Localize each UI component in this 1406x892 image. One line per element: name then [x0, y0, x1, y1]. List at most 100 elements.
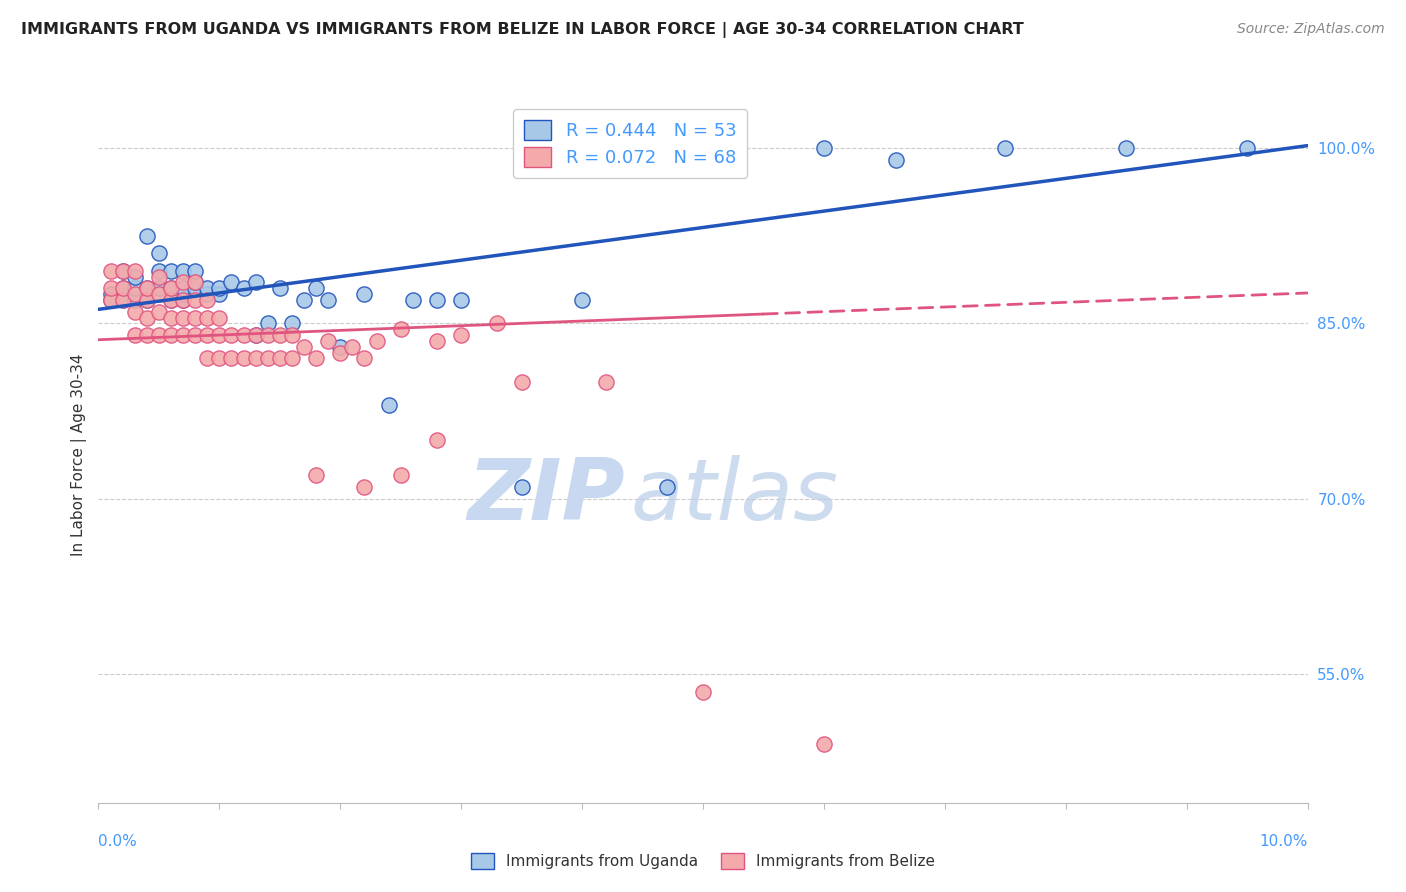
Legend: R = 0.444   N = 53, R = 0.072   N = 68: R = 0.444 N = 53, R = 0.072 N = 68	[513, 109, 748, 178]
Point	[135, 281, 157, 295]
Point	[160, 310, 183, 325]
Point	[111, 281, 134, 295]
Point	[245, 328, 267, 343]
Text: 0.0%: 0.0%	[98, 834, 138, 849]
Point	[148, 269, 170, 284]
Point	[172, 287, 194, 301]
Point	[269, 351, 291, 366]
Point	[208, 281, 231, 295]
Point	[172, 310, 194, 325]
Point	[245, 351, 267, 366]
Point	[135, 281, 157, 295]
Text: 10.0%: 10.0%	[1260, 834, 1308, 849]
Point	[256, 351, 278, 366]
Point	[184, 310, 207, 325]
Point	[100, 293, 122, 307]
Point	[195, 281, 218, 295]
Point	[245, 276, 267, 290]
Point	[195, 287, 218, 301]
Point	[232, 328, 254, 343]
Point	[281, 351, 304, 366]
Point	[124, 269, 146, 284]
Point	[342, 340, 364, 354]
Point	[124, 264, 146, 278]
Point	[100, 287, 122, 301]
Point	[172, 281, 194, 295]
Point	[195, 310, 218, 325]
Point	[450, 328, 472, 343]
Point	[1236, 141, 1258, 155]
Point	[135, 328, 157, 343]
Point	[377, 398, 399, 412]
Text: Source: ZipAtlas.com: Source: ZipAtlas.com	[1237, 22, 1385, 37]
Point	[245, 328, 267, 343]
Y-axis label: In Labor Force | Age 30-34: In Labor Force | Age 30-34	[72, 353, 87, 557]
Point	[292, 340, 315, 354]
Point	[100, 281, 122, 295]
Point	[402, 293, 425, 307]
Point	[172, 276, 194, 290]
Point	[389, 468, 412, 483]
Point	[184, 293, 207, 307]
Text: IMMIGRANTS FROM UGANDA VS IMMIGRANTS FROM BELIZE IN LABOR FORCE | AGE 30-34 CORR: IMMIGRANTS FROM UGANDA VS IMMIGRANTS FRO…	[21, 22, 1024, 38]
Point	[510, 480, 533, 494]
Point	[184, 264, 207, 278]
Point	[269, 281, 291, 295]
Point	[172, 293, 194, 307]
Point	[221, 276, 243, 290]
Point	[148, 281, 170, 295]
Point	[208, 310, 231, 325]
Point	[692, 684, 714, 698]
Point	[160, 293, 183, 307]
Point	[160, 281, 183, 295]
Point	[208, 351, 231, 366]
Point	[184, 281, 207, 295]
Point	[221, 328, 243, 343]
Point	[329, 345, 352, 359]
Point	[111, 281, 134, 295]
Point	[148, 264, 170, 278]
Point	[160, 328, 183, 343]
Point	[389, 322, 412, 336]
Point	[135, 293, 157, 307]
Point	[281, 317, 304, 331]
Point	[353, 351, 375, 366]
Point	[256, 317, 278, 331]
Point	[172, 293, 194, 307]
Point	[426, 293, 449, 307]
Point	[305, 281, 328, 295]
Point	[172, 328, 194, 343]
Point	[316, 334, 339, 348]
Point	[813, 737, 835, 751]
Point	[316, 293, 339, 307]
Point	[184, 276, 207, 290]
Point	[160, 281, 183, 295]
Point	[124, 304, 146, 318]
Point	[195, 293, 218, 307]
Point	[595, 375, 617, 389]
Point	[148, 304, 170, 318]
Point	[716, 153, 738, 167]
Point	[232, 351, 254, 366]
Point	[886, 153, 908, 167]
Point	[510, 375, 533, 389]
Point	[124, 328, 146, 343]
Point	[195, 328, 218, 343]
Point	[426, 334, 449, 348]
Point	[184, 328, 207, 343]
Point	[172, 264, 194, 278]
Point	[450, 293, 472, 307]
Point	[111, 264, 134, 278]
Point	[148, 328, 170, 343]
Point	[1115, 141, 1137, 155]
Point	[100, 264, 122, 278]
Point	[124, 293, 146, 307]
Point	[195, 351, 218, 366]
Point	[124, 281, 146, 295]
Point	[292, 293, 315, 307]
Point	[353, 480, 375, 494]
Point	[208, 328, 231, 343]
Point	[426, 434, 449, 448]
Point	[353, 287, 375, 301]
Point	[269, 328, 291, 343]
